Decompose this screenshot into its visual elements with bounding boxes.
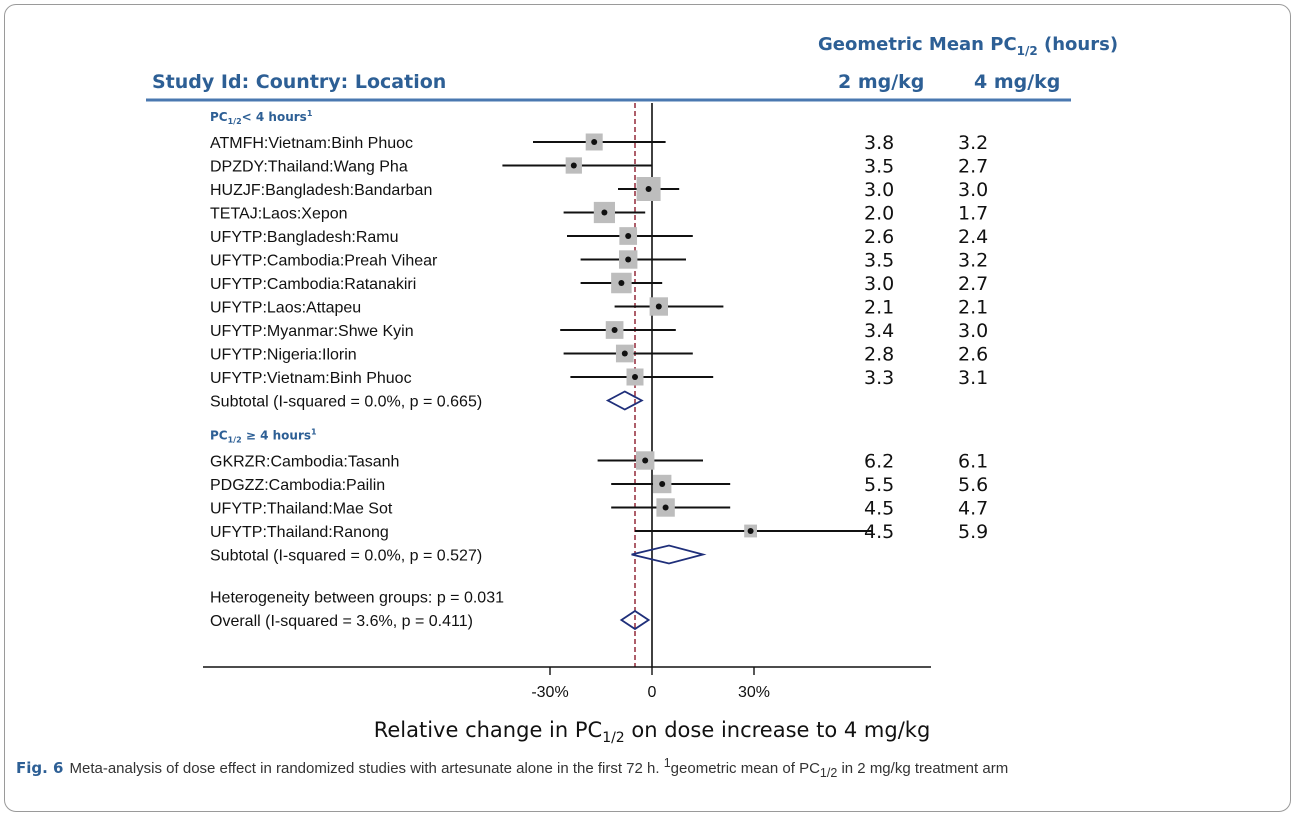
forest-plot: Geometric Mean PC1/2 (hours) Study Id: C… [146, 34, 1118, 746]
gm-2mg-value: 4.5 [864, 521, 894, 543]
gm-4mg-value: 4.7 [958, 498, 988, 520]
caption-sub: 1/2 [819, 766, 838, 780]
point-estimate-g1-s4 [601, 209, 608, 216]
point-estimate-g2-s3 [662, 504, 669, 511]
point-estimate-g1-s7 [618, 280, 625, 286]
figure-number: Fig. 6 [16, 759, 64, 777]
group-header-1: PC1/2< 4 hours1 [210, 109, 313, 126]
point-estimate-g1-s8 [655, 303, 662, 310]
figure-caption: Fig. 6 Meta-analysis of dose effect in ra… [16, 753, 1271, 784]
gm-2mg-value: 5.5 [864, 474, 894, 496]
gm-4mg-value: 5.6 [958, 474, 988, 496]
study-label: UFYTP:Vietnam:Binh Phuoc [210, 370, 412, 387]
gm-4mg-value: 3.2 [958, 132, 988, 154]
subtotal-label: Subtotal (I-squared = 0.0%, p = 0.665) [210, 394, 482, 411]
study-label: UFYTP:Cambodia:Ratanakiri [210, 276, 416, 293]
x-axis-title: Relative change in PC1/2 on dose increas… [374, 718, 931, 746]
study-label: UFYTP:Laos:Attapeu [210, 300, 361, 317]
gm-2mg-value: 3.8 [864, 132, 894, 154]
dose-2mg-header: 2 mg/kg [838, 71, 924, 93]
point-estimate-g1-s1 [591, 139, 598, 145]
gm-4mg-value: 2.7 [958, 156, 988, 178]
study-label: UFYTP:Nigeria:Ilorin [210, 347, 357, 364]
study-label: GKRZR:Cambodia:Tasanh [210, 454, 399, 471]
point-estimate-g1-s3 [645, 186, 652, 192]
gm-2mg-value: 3.4 [864, 320, 894, 342]
gm-4mg-value: 5.9 [958, 521, 988, 543]
subtotal-diamond-2 [631, 544, 707, 565]
point-estimate-g1-s6 [625, 256, 632, 263]
study-label: UFYTP:Myanmar:Shwe Kyin [210, 323, 414, 340]
study-label: UFYTP:Bangladesh:Ramu [210, 229, 399, 246]
x-tick-label: 0 [648, 684, 657, 701]
gm-4mg-value: 3.1 [958, 367, 988, 389]
gm-4mg-value: 3.0 [958, 179, 988, 201]
caption-text-c: in 2 mg/kg treatment arm [837, 760, 1009, 777]
study-label: TETAJ:Laos:Xepon [210, 206, 348, 223]
gm-4mg-value: 2.4 [958, 226, 988, 248]
gm-2mg-value: 4.5 [864, 498, 894, 520]
study-label: UFYTP:Cambodia:Preah Vihear [210, 253, 438, 270]
point-estimate-g1-s10 [621, 350, 628, 357]
gm-2mg-value: 3.5 [864, 156, 894, 178]
gm-2mg-value: 2.1 [864, 297, 894, 319]
gm-2mg-value: 3.0 [864, 179, 894, 201]
caption-sup: 1 [663, 756, 671, 770]
point-estimate-g1-s2 [570, 162, 577, 169]
gm-2mg-value: 2.8 [864, 344, 894, 366]
study-label: PDGZZ:Cambodia:Pailin [210, 477, 385, 494]
point-estimate-g2-s2 [659, 481, 666, 487]
dose-4mg-header: 4 mg/kg [974, 71, 1060, 93]
point-estimate-g1-s9 [611, 327, 618, 333]
gm-2mg-value: 2.6 [864, 226, 894, 248]
study-label: ATMFH:Vietnam:Binh Phuoc [210, 135, 413, 152]
gm-4mg-value: 3.2 [958, 250, 988, 272]
point-estimate-g2-s1 [642, 457, 649, 464]
gm-4mg-value: 2.7 [958, 273, 988, 295]
gm-2mg-value: 3.0 [864, 273, 894, 295]
point-estimate-g1-s11 [632, 374, 638, 380]
gm-4mg-value: 2.6 [958, 344, 988, 366]
gm-4mg-value: 1.7 [958, 203, 988, 225]
study-label: UFYTP:Thailand:Mae Sot [210, 501, 393, 518]
gm-4mg-value: 3.0 [958, 320, 988, 342]
gm-2mg-value: 6.2 [864, 451, 894, 473]
gm-2mg-value: 2.0 [864, 203, 894, 225]
gm-2mg-value: 3.3 [864, 367, 894, 389]
caption-text-b: geometric mean of PC [670, 760, 820, 777]
x-tick-label: -30% [531, 684, 568, 701]
gm-4mg-value: 2.1 [958, 297, 988, 319]
group-header-2: PC1/2 ≥ 4 hours1 [210, 428, 317, 445]
x-tick-label: 30% [738, 684, 770, 701]
figure-frame [4, 4, 1291, 812]
study-column-header: Study Id: Country: Location [152, 71, 446, 93]
gm-2mg-value: 3.5 [864, 250, 894, 272]
heterogeneity-label: Heterogeneity between groups: p = 0.031 [210, 590, 504, 607]
subtotal-diamond-1 [605, 390, 644, 411]
study-label: HUZJF:Bangladesh:Bandarban [210, 182, 432, 199]
geometric-mean-header: Geometric Mean PC1/2 (hours) [818, 34, 1118, 58]
overall-diamond [619, 609, 651, 631]
point-estimate-g2-s4 [747, 528, 754, 534]
subtotal-label: Subtotal (I-squared = 0.0%, p = 0.527) [210, 548, 482, 565]
gm-4mg-value: 6.1 [958, 451, 988, 473]
study-label: DPZDY:Thailand:Wang Pha [210, 159, 408, 176]
point-estimate-g1-s5 [625, 233, 632, 239]
overall-label: Overall (I-squared = 3.6%, p = 0.411) [210, 613, 473, 630]
study-label: UFYTP:Thailand:Ranong [210, 524, 389, 541]
caption-text-a: Meta-analysis of dose effect in randomiz… [69, 760, 664, 777]
